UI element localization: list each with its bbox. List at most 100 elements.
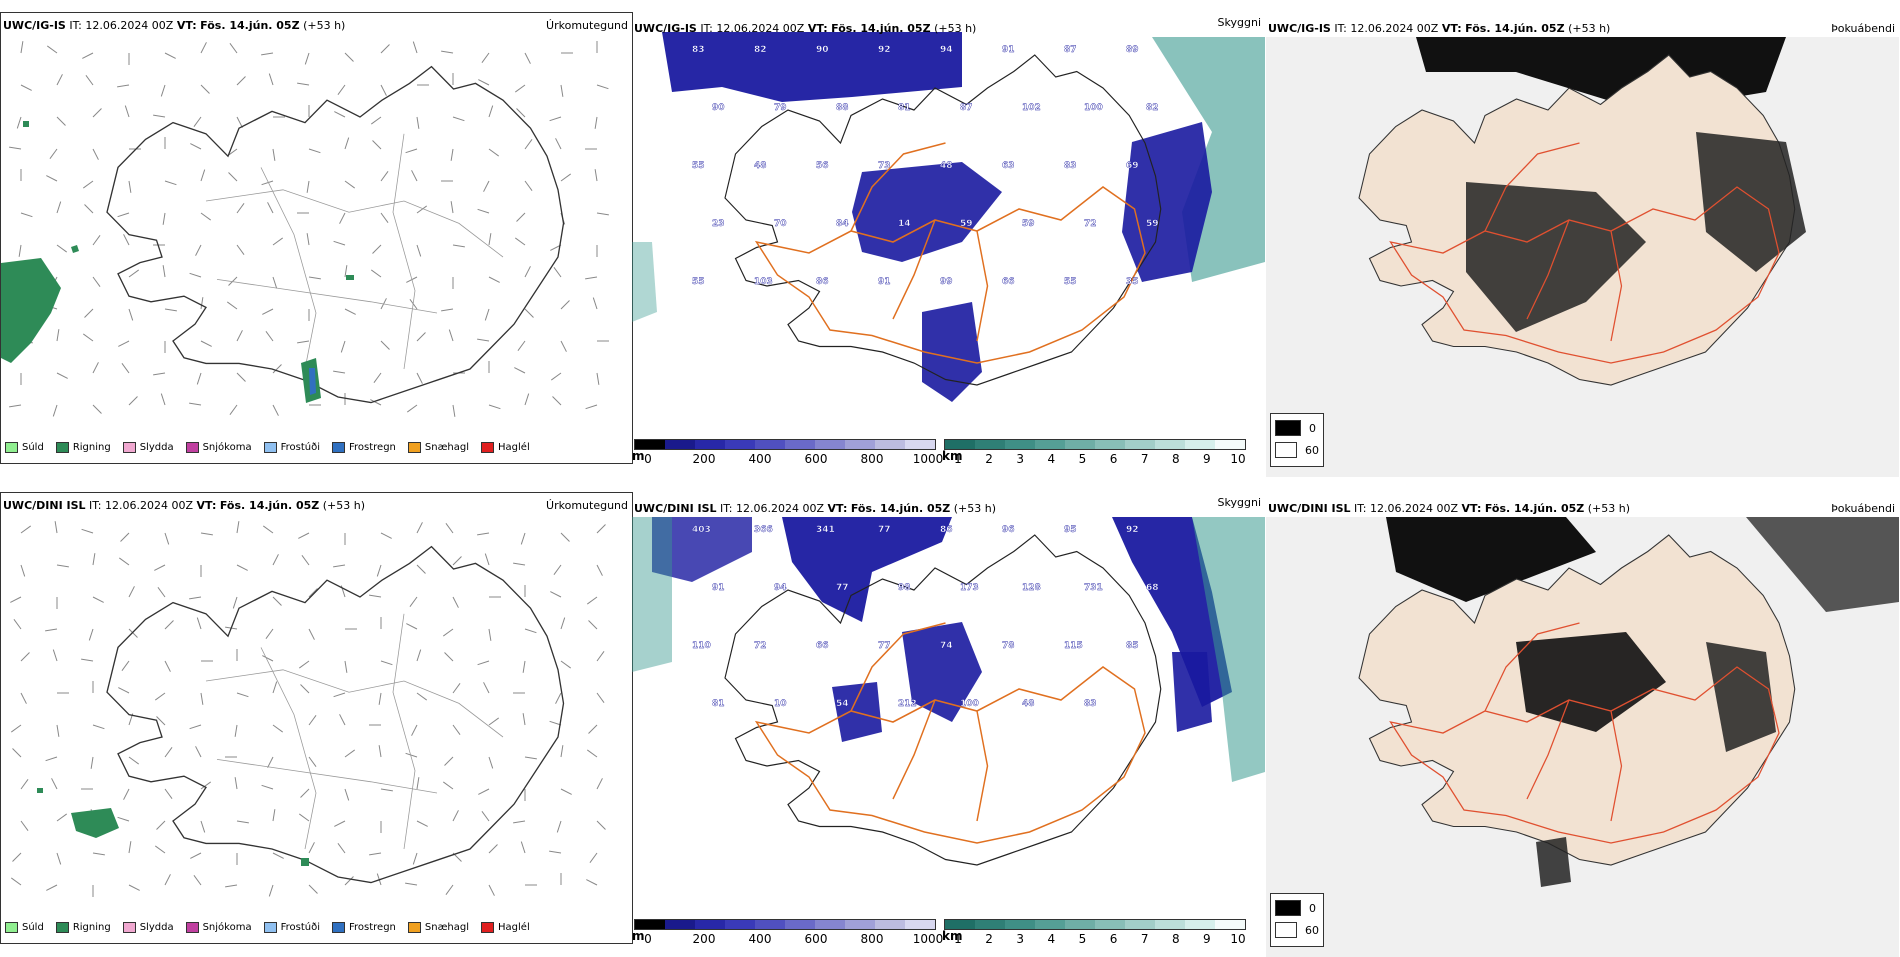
visibility-area: [632, 517, 672, 672]
cloud-base-label: 83: [1064, 161, 1077, 171]
colorbar-tick: 200: [692, 932, 716, 946]
wind-barb: [488, 756, 494, 769]
wind-barb: [522, 660, 526, 673]
rain-area: [23, 121, 354, 280]
lead-time: (+53 h): [1568, 22, 1611, 35]
cloud-base-area: [662, 32, 962, 102]
wind-barb: [121, 660, 130, 672]
cloud-base-label: 48: [754, 161, 767, 171]
wind-barb: [56, 329, 60, 342]
wind-barb: [478, 788, 490, 795]
wind-barb: [128, 756, 140, 765]
cloud-base-label: 14: [898, 219, 911, 229]
fog-map: [1266, 517, 1899, 957]
wind-barb: [416, 692, 428, 701]
colorbar-tick: 200: [692, 452, 716, 466]
wind-barb: [164, 532, 170, 545]
wind-barb: [477, 660, 490, 666]
wind-barb: [232, 596, 238, 609]
wind-barb: [380, 532, 392, 539]
wind-barb: [412, 852, 418, 865]
wind-barb: [416, 205, 428, 214]
wind-barb: [520, 841, 526, 854]
wind-barb: [524, 138, 533, 150]
colorbar-bin: [1185, 440, 1215, 449]
colorbar-unit: m: [632, 929, 645, 943]
wind-barb: [123, 788, 130, 800]
visibility-area: [632, 242, 657, 322]
colorbar-bin: [975, 920, 1005, 929]
colorbar-strip: [944, 919, 1246, 930]
cloud-base-label: 83: [692, 45, 705, 55]
legend-label: Rigning: [72, 922, 111, 933]
wind-barb: [272, 237, 284, 246]
colorbar-tick: 5: [1078, 452, 1087, 466]
wind-barb: [304, 52, 310, 65]
vt-label: VT:: [196, 499, 217, 512]
wind-barb: [344, 137, 350, 150]
colorbar-bin: [905, 920, 935, 929]
colorbar-bin: [665, 920, 695, 929]
cloud-base-label: 72: [754, 641, 767, 651]
legend-swatch: [185, 442, 199, 453]
wind-barb: [189, 596, 202, 600]
wind-barb: [484, 553, 490, 566]
wind-barb: [306, 233, 310, 246]
wind-barb: [128, 628, 138, 638]
legend-item: Haglél: [481, 442, 530, 453]
panel-title: Úrkomutegund: [546, 19, 628, 32]
wind-barb: [9, 146, 22, 150]
colorbar-tick: 10: [1230, 932, 1246, 946]
legend-label: Rigning: [72, 442, 111, 453]
fog-dense: [1386, 517, 1596, 602]
wind-barb: [262, 308, 274, 315]
cloud-base-colorbar: m 0 200 400 600 800 1000: [632, 439, 943, 469]
colorbar-tick: 600: [804, 932, 828, 946]
wind-barb: [200, 781, 212, 790]
wind-barb: [308, 148, 321, 154]
legend-item: Rigning: [55, 442, 111, 453]
colorbar-tick: 2: [985, 452, 993, 466]
wind-barb: [200, 169, 206, 182]
lead-time: (+53 h): [1587, 502, 1631, 515]
panel-title: Skyggni: [1217, 496, 1261, 509]
wind-barb: [56, 852, 62, 865]
wind-barb: [560, 617, 566, 630]
wind-barb: [372, 140, 382, 150]
wind-barb: [308, 628, 315, 640]
wind-barb: [56, 564, 69, 568]
wind-barb: [85, 74, 94, 86]
colorbar-tick: 10: [1230, 452, 1246, 466]
wind-barb: [524, 308, 534, 318]
colorbar-bin: [1065, 440, 1095, 449]
wind-barb: [84, 204, 94, 214]
legend-swatch: [263, 922, 277, 933]
wind-barb: [478, 79, 490, 86]
colorbar-tick: 3: [1016, 932, 1025, 946]
legend-label: Súld: [22, 922, 44, 933]
wind-barb: [162, 212, 166, 225]
wind-barb: [200, 532, 213, 536]
colorbar-tick: 8: [1171, 932, 1180, 946]
cloud-base-label: 96: [1002, 525, 1015, 535]
it-label: IT:: [720, 502, 733, 515]
wind-barb: [200, 212, 212, 221]
colorbar-bin: [755, 920, 785, 929]
legend-swatch: [407, 442, 421, 453]
cloud-base-label: 110: [692, 641, 711, 651]
wind-barb: [225, 884, 238, 888]
wind-barb: [82, 52, 94, 59]
wind-barb: [378, 692, 382, 705]
wind-barb: [20, 84, 32, 91]
legend-label: Slydda: [139, 442, 174, 453]
wind-barb: [195, 746, 202, 758]
cloud-base-label: 98: [898, 583, 911, 593]
wind-barb: [268, 73, 274, 86]
wind-barb: [477, 338, 490, 342]
it-label: IT:: [1334, 22, 1347, 35]
wind-barb: [560, 532, 570, 542]
colorbar-bin: [725, 920, 755, 929]
wind-barb: [484, 308, 490, 321]
wind-barb: [297, 340, 310, 344]
wind-barb: [90, 756, 94, 769]
